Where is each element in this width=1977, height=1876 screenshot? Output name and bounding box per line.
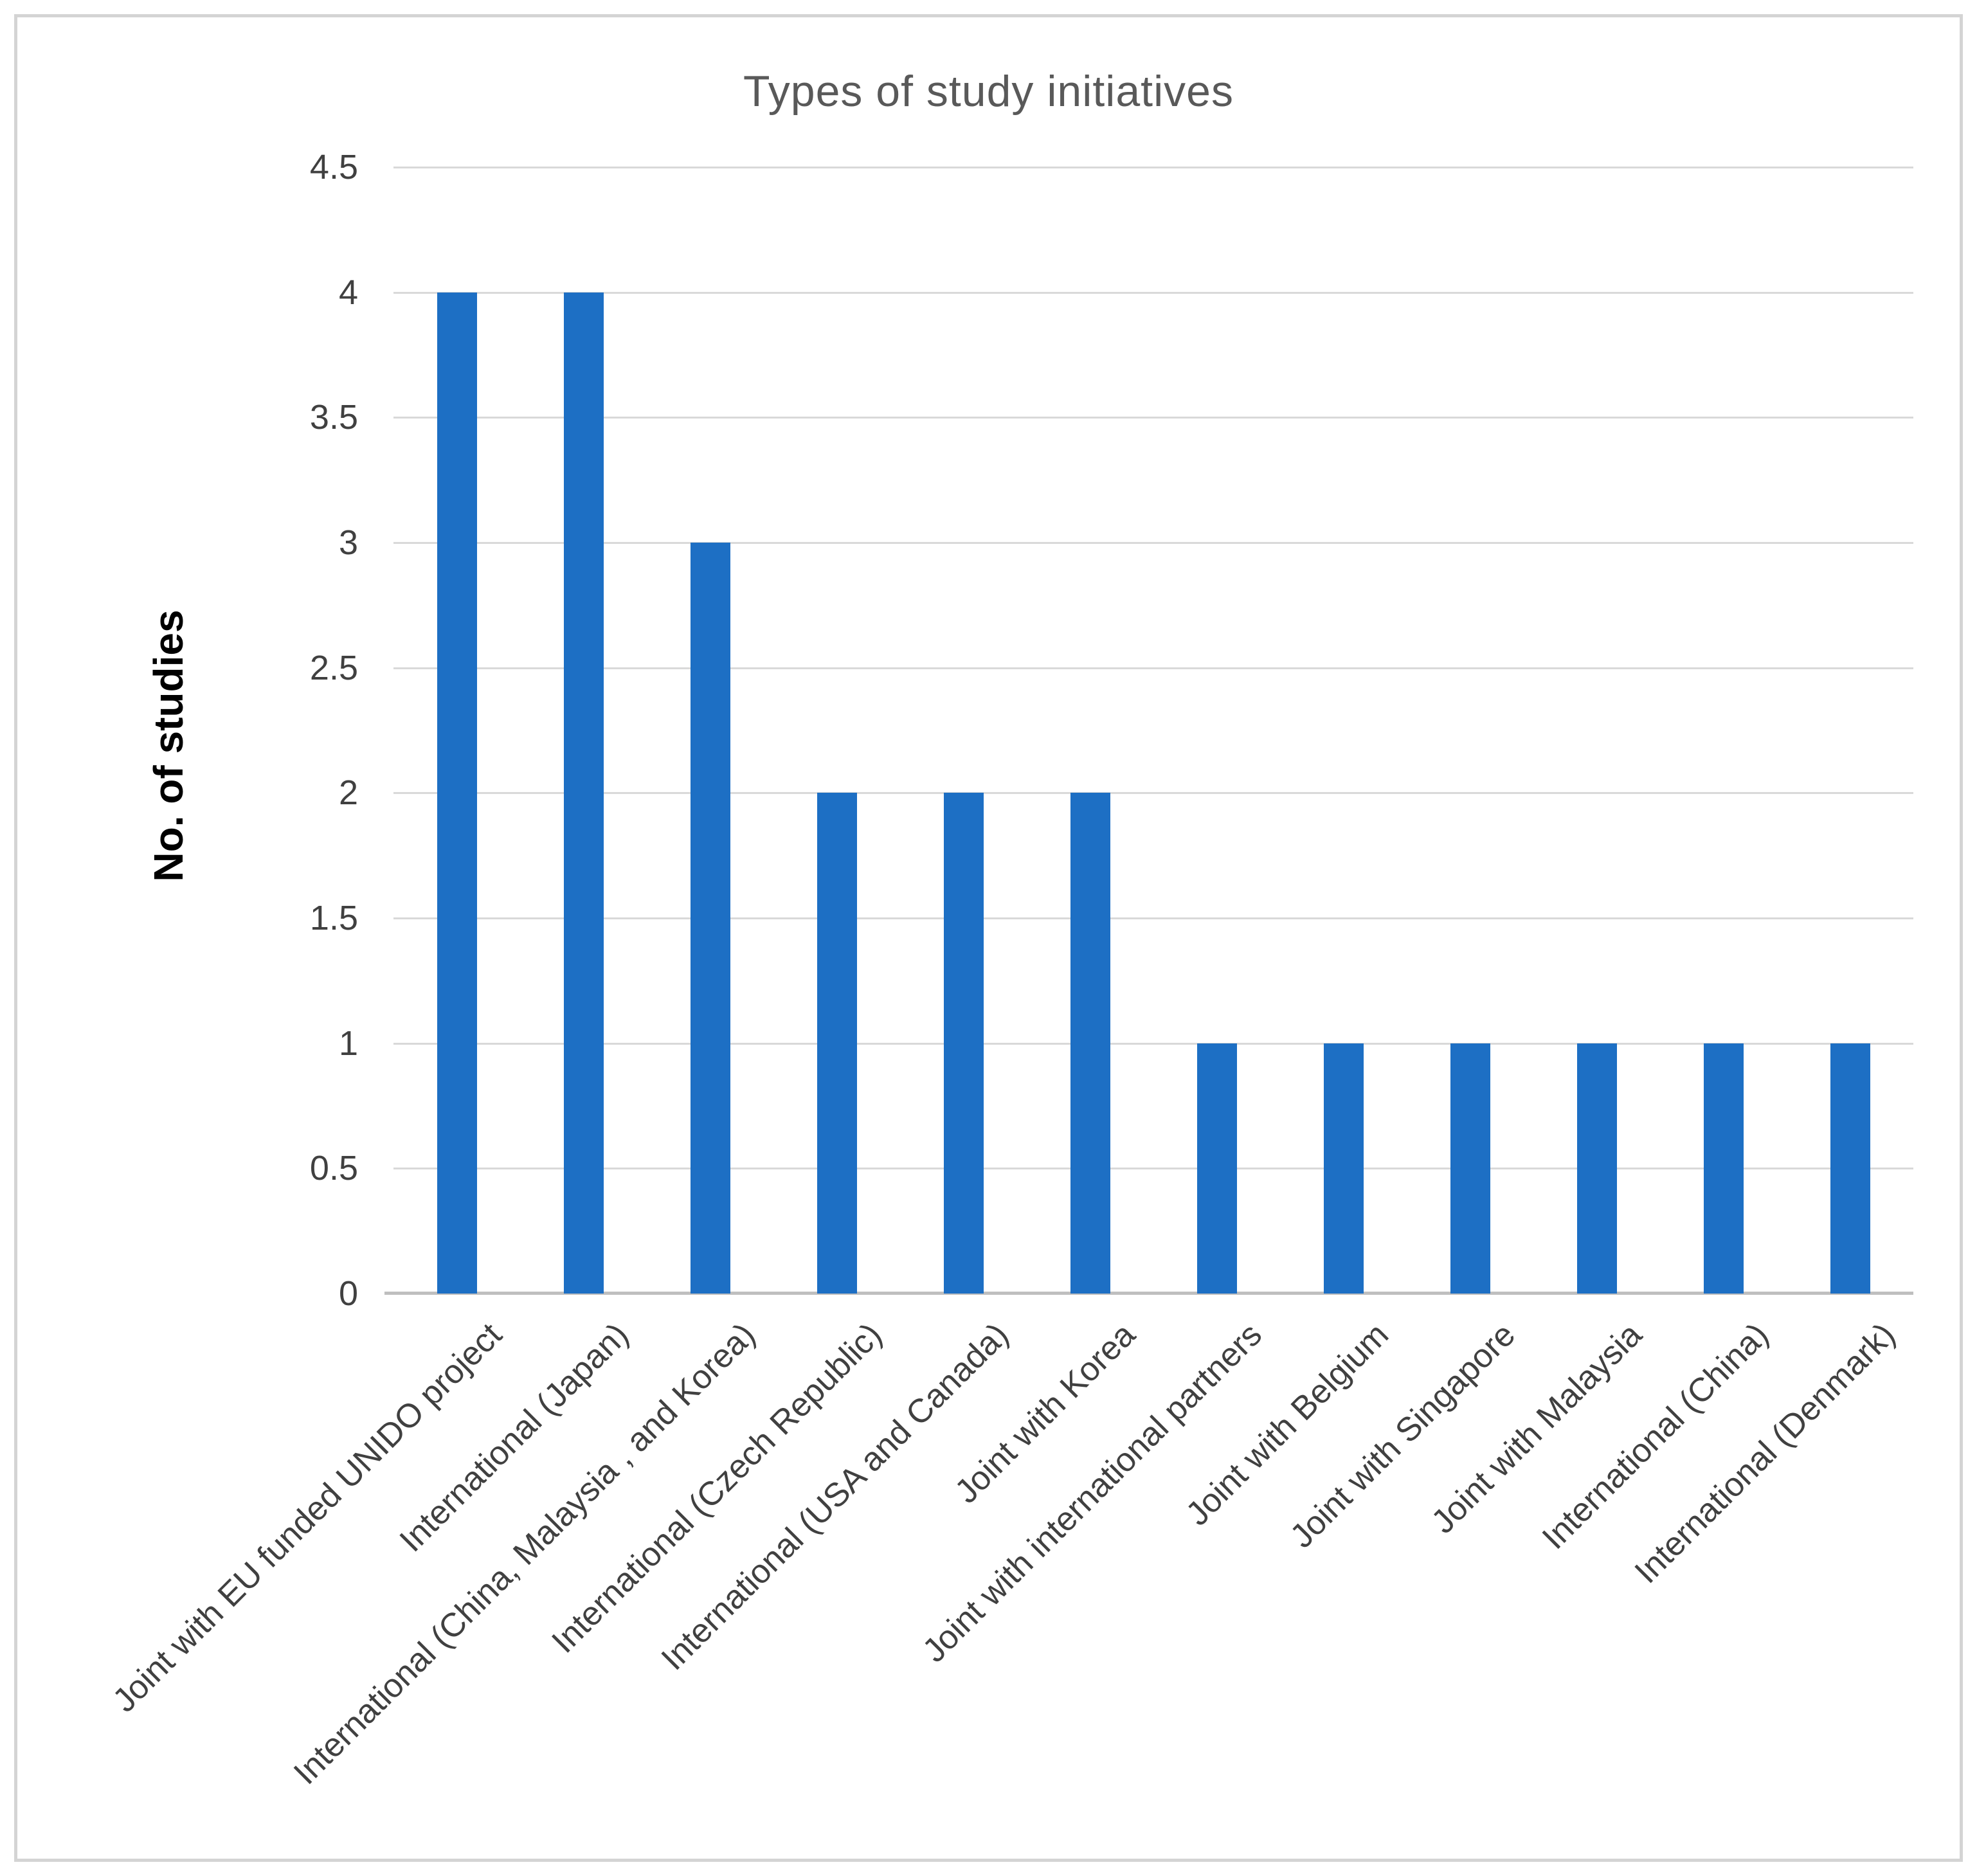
bar [1323,1043,1364,1294]
gridline [393,291,1913,294]
y-tick-label: 2 [338,773,358,813]
gridline [393,792,1913,795]
y-tick-label: 4 [338,273,358,312]
gridline [393,1168,1913,1170]
y-tick-label: 4.5 [309,148,358,186]
bar [943,793,984,1294]
gridline [393,167,1913,168]
y-tick-label: 0 [338,1274,358,1313]
chart-frame [14,14,1963,1862]
bar [1196,1043,1237,1294]
y-tick-label: 0.5 [309,1149,358,1188]
y-tick-label: 1.5 [309,899,358,937]
y-tick-label: 2.5 [309,648,358,687]
bar [1703,1043,1744,1294]
gridline [393,667,1913,669]
bar [1576,1043,1617,1294]
gridline [393,417,1913,419]
gridline [393,917,1913,919]
bar [690,543,730,1294]
gridline [393,542,1913,544]
plot-area [384,167,1913,1295]
x-axis-line [384,1292,1913,1295]
y-tick-label: 3.5 [309,398,358,437]
chart-title: Types of study initiatives [743,67,1234,116]
y-tick-label: 3 [338,523,358,562]
bar [1070,793,1110,1294]
gridline [393,1042,1913,1045]
bar [563,292,604,1294]
bar [817,793,857,1294]
bar [1450,1043,1490,1294]
bar [437,292,477,1294]
y-tick-label: 1 [338,1024,358,1063]
bar [1830,1043,1870,1294]
